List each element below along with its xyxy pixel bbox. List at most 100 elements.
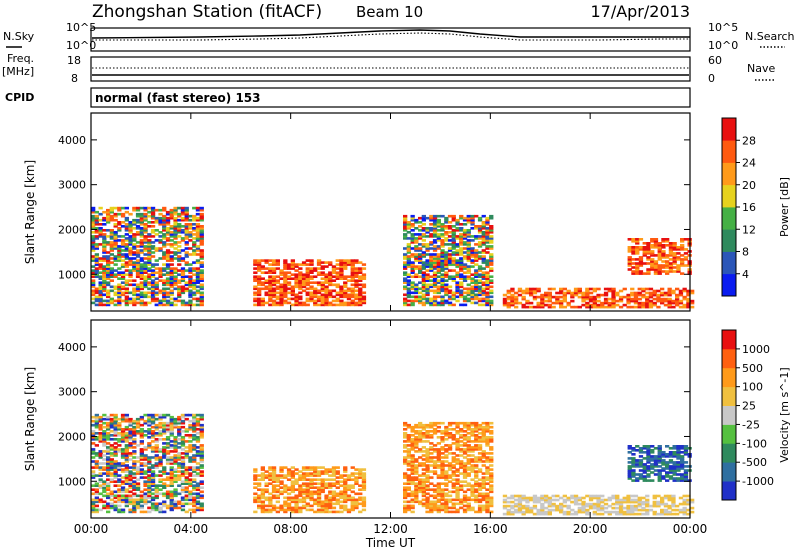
echo-cell [406,223,411,226]
echo-cell [169,263,174,266]
echo-cell [150,221,156,224]
echo-cell [113,243,118,246]
echo-cell [150,440,156,443]
echo-cell [470,492,475,496]
echo-cell [354,468,359,471]
echo-cell [324,470,329,473]
echo-cell [559,506,564,510]
echo-cell [120,470,126,473]
echo-cell [260,277,265,280]
echo-cell [425,283,430,287]
echo-cells [91,206,695,309]
echo-cell [199,243,204,246]
echo-cell [324,293,329,297]
echo-cell [184,430,189,433]
echo-cell [106,269,111,272]
echo-cell [91,231,96,234]
echo-cell [154,428,159,431]
echo-cell [474,301,479,305]
echo-cell [290,482,295,485]
echo-cell [298,488,303,491]
echo-cell [343,508,348,512]
echo-cell [459,273,464,276]
echo-cell [432,496,438,500]
echo-cell [150,225,156,228]
echo-cell [143,245,148,248]
echo-cell [477,488,483,491]
echo-cell [406,425,411,429]
echo-cell [418,297,423,301]
echo-cell [290,498,295,502]
echo-cell [132,500,137,504]
echo-cell [150,241,156,244]
echo-cell [611,295,616,299]
echo-cell [102,488,107,491]
echo-cell [403,263,408,266]
echo-cell [440,446,445,449]
echo-cell [192,273,197,276]
echo-cell [109,267,114,270]
echo-cell [147,432,152,435]
echo-cell [354,482,359,485]
echo-cell [117,249,122,252]
echo-cell [132,480,137,483]
echo-cell [113,425,118,429]
echo-cell [180,291,186,295]
echo-cell [466,468,471,471]
echo-cell [429,430,434,433]
echo-cell [477,216,483,220]
echo-cell [154,303,159,307]
echo-cell [132,287,137,291]
echo-cell [271,291,277,295]
echo-cell [173,218,178,222]
echo-cell [309,486,314,489]
echo-cell [150,508,156,512]
echo-cell [147,480,152,483]
freq-frame [90,56,691,82]
echo-cell [154,281,159,284]
echo-cell [195,299,201,303]
echo-cell [113,434,118,437]
echo-cell [154,229,159,232]
echo-cell [680,244,685,247]
echo-cell [489,488,494,491]
echo-cell [474,259,479,262]
echo-cell [169,456,174,459]
echo-cell [177,259,182,262]
echo-cell [425,299,430,303]
echo-cell [120,488,126,491]
echo-cell [169,273,174,276]
echo-cell [98,297,103,301]
echo-cell [432,299,438,303]
echo-cell [436,466,441,469]
echo-cell [109,492,114,496]
echo-cell [150,279,156,282]
echo-cell [271,263,277,266]
echo-cell [436,265,441,268]
echo-cell [113,476,118,479]
echo-cell [444,500,449,504]
echo-cell [653,266,659,269]
echo-cell [94,415,99,419]
echo-cell [169,430,174,433]
echo-cell [462,436,468,439]
echo-cell [120,448,126,451]
echo-cell [275,494,280,498]
echo-cell [117,500,122,504]
echo-cell [466,291,471,295]
echo-cell [188,289,193,293]
echo-cell [418,259,423,262]
echo-cell [489,440,494,443]
echo-cell [485,506,490,510]
echo-cell [559,508,564,512]
echo-cell [199,216,204,220]
echo-cell [184,210,189,214]
echo-cell [354,281,359,284]
echo-cell [440,223,445,226]
echo-cell [102,247,107,250]
echo-cell [440,261,445,264]
echo-cell [195,482,201,485]
echo-cell [517,496,523,500]
echo-cell [525,500,530,504]
echo-cell [162,206,167,210]
